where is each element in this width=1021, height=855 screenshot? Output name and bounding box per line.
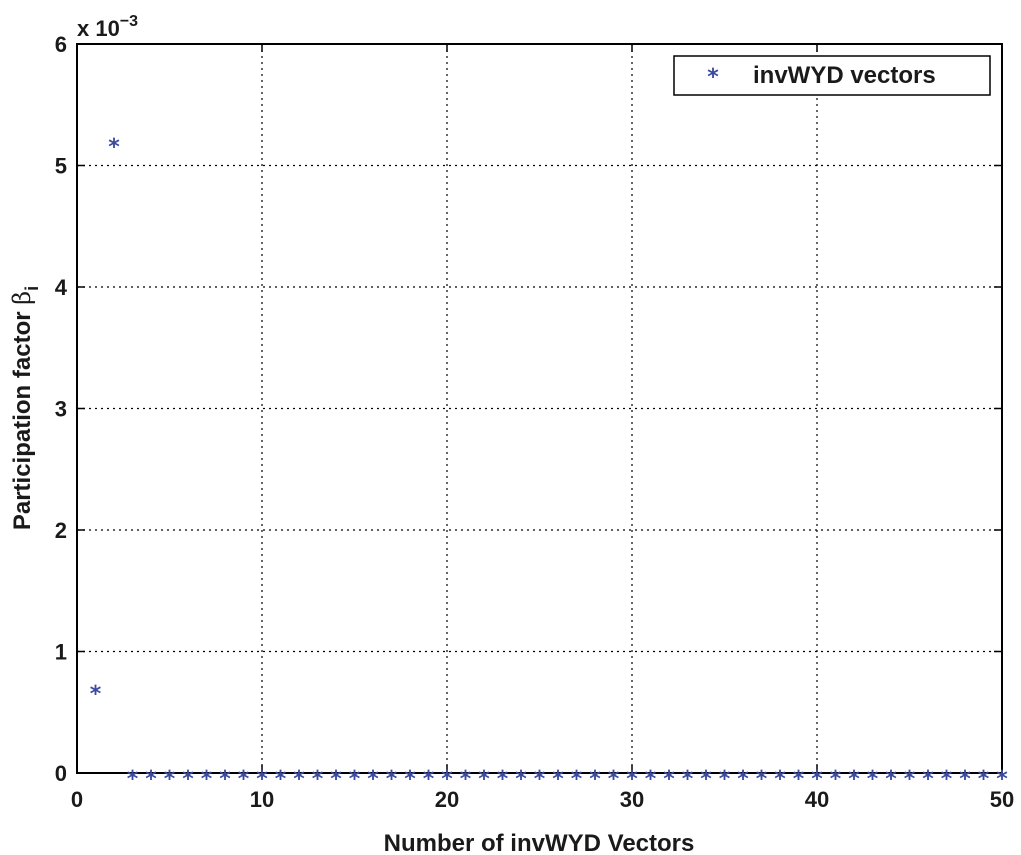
data-point-marker: * bbox=[959, 767, 971, 792]
data-point-marker: * bbox=[182, 767, 194, 792]
data-point-marker: * bbox=[867, 767, 879, 792]
data-point-marker: * bbox=[367, 767, 379, 792]
data-markers: *** * * * * * * * * * * * * * * * * * * * * * * * * * * * * * * * * * * * * *… bbox=[90, 135, 1009, 792]
data-point-marker: * bbox=[737, 767, 749, 792]
data-point-marker: * bbox=[811, 767, 823, 792]
data-point-marker: * bbox=[478, 767, 490, 792]
data-point-marker: * bbox=[793, 767, 805, 792]
data-point-marker: * bbox=[515, 767, 527, 792]
x-tick-label: 40 bbox=[805, 787, 829, 812]
data-point-marker: * bbox=[219, 767, 231, 792]
data-point-marker: * bbox=[90, 682, 102, 707]
data-point-marker: * bbox=[330, 767, 342, 792]
data-point-marker: * bbox=[293, 767, 305, 792]
x-axis-title: Number of invWYD Vectors bbox=[384, 830, 695, 855]
data-point-marker: * bbox=[312, 767, 324, 792]
y-axis-subscript: i bbox=[22, 286, 42, 291]
data-point-marker: * bbox=[552, 767, 564, 792]
y-axis-beta-symbol: β bbox=[8, 291, 36, 305]
data-point-marker: * bbox=[756, 767, 768, 792]
data-point-marker: * bbox=[164, 767, 176, 792]
y-axis-title: Participation factor βi bbox=[8, 286, 42, 530]
axis-ticks: 0 10 20 30 40 50 0 1 2 3 4 5 6 bbox=[55, 32, 1014, 812]
data-point-marker: * bbox=[238, 767, 250, 792]
x-tick-label: 20 bbox=[435, 787, 459, 812]
x-tick-label: 50 bbox=[990, 787, 1014, 812]
data-point-marker: * bbox=[256, 767, 268, 792]
data-point-marker: * bbox=[719, 767, 731, 792]
data-point-marker: * bbox=[127, 767, 139, 792]
data-point-marker: * bbox=[460, 767, 472, 792]
data-point-marker: * bbox=[534, 767, 546, 792]
data-point-marker: * bbox=[423, 767, 435, 792]
data-point-marker: * bbox=[201, 767, 213, 792]
y-tick-label: 0 bbox=[55, 761, 67, 786]
legend-box bbox=[673, 55, 991, 96]
y-tick-label: 5 bbox=[55, 154, 67, 179]
x-tick-label: 0 bbox=[71, 787, 83, 812]
x-tick-label: 10 bbox=[250, 787, 274, 812]
data-point-marker: * bbox=[608, 767, 620, 792]
data-point-marker: * bbox=[830, 767, 842, 792]
data-point-marker: * bbox=[904, 767, 916, 792]
data-point-marker: * bbox=[589, 767, 601, 792]
data-point-marker: * bbox=[700, 767, 712, 792]
data-point-marker: * bbox=[682, 767, 694, 792]
data-point-marker: * bbox=[497, 767, 509, 792]
data-point-marker: * bbox=[145, 767, 157, 792]
data-point-marker: * bbox=[404, 767, 416, 792]
y-multiplier-label: x 10−3 bbox=[77, 13, 138, 41]
data-point-marker: * bbox=[996, 767, 1008, 792]
grid-lines bbox=[77, 44, 1002, 773]
y-tick-label: 2 bbox=[55, 518, 67, 543]
data-point-marker: * bbox=[941, 767, 953, 792]
data-point-marker: * bbox=[885, 767, 897, 792]
data-point-marker: * bbox=[774, 767, 786, 792]
x-tick-label: 30 bbox=[620, 787, 644, 812]
y-tick-label: 6 bbox=[55, 32, 67, 57]
data-point-marker: * bbox=[275, 767, 287, 792]
y-tick-label: 3 bbox=[55, 397, 67, 422]
legend-label: invWYD vectors bbox=[753, 62, 936, 89]
y-tick-label: 4 bbox=[55, 275, 68, 300]
data-point-marker: * bbox=[441, 767, 453, 792]
y-tick-label: 1 bbox=[55, 640, 67, 665]
legend-marker-icon: * bbox=[707, 65, 719, 90]
data-point-marker: * bbox=[108, 135, 120, 160]
data-point-marker: * bbox=[645, 767, 657, 792]
data-point-marker: * bbox=[922, 767, 934, 792]
data-point-marker: * bbox=[848, 767, 860, 792]
data-point-marker: * bbox=[571, 767, 583, 792]
data-point-marker: * bbox=[978, 767, 990, 792]
data-point-marker: * bbox=[663, 767, 675, 792]
legend: * invWYD vectors bbox=[673, 55, 991, 96]
y-multiplier-exponent: −3 bbox=[120, 13, 138, 30]
data-point-marker: * bbox=[626, 767, 638, 792]
data-point-marker: * bbox=[349, 767, 361, 792]
data-point-marker: * bbox=[386, 767, 398, 792]
